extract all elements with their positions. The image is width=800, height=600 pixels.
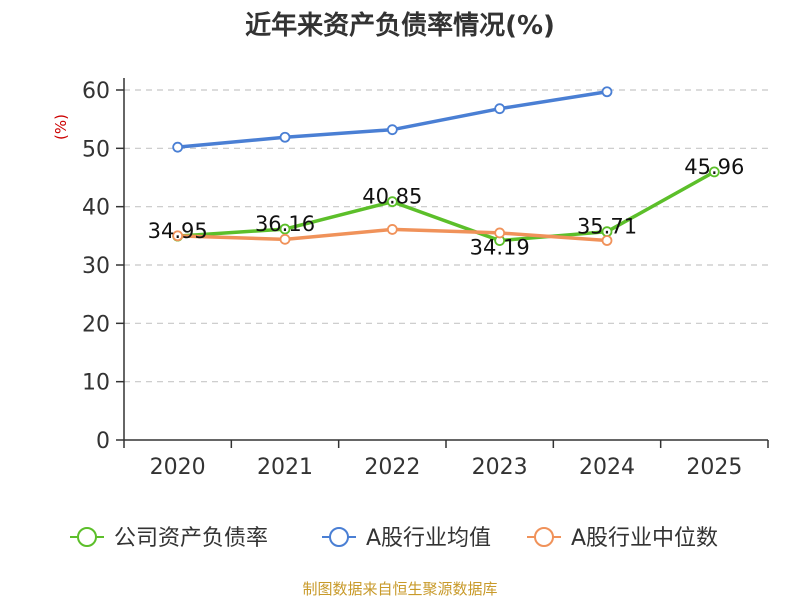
series-line-1: [175, 90, 609, 149]
chart-title: 近年来资产负债率情况(%): [245, 10, 555, 41]
x-tick-label: 2023: [472, 455, 528, 480]
series-point-2[interactable]: [601, 235, 613, 246]
legend-label: 公司资产负债率: [114, 526, 268, 551]
legend-marker-icon: [329, 527, 349, 547]
legend-item-0[interactable]: 公司资产负债率: [70, 526, 268, 551]
data-label: 35.71: [577, 215, 637, 239]
y-tick-label: 60: [82, 79, 110, 104]
series-point-2[interactable]: [494, 227, 506, 239]
axes: 0 10 20 30 40 50 60 2020 2021 2022 2023 2024 2025: [82, 78, 769, 480]
x-tick-label: 2022: [364, 455, 420, 480]
legend[interactable]: 公司资产负债率 A股行业均值 A股行业中位数: [70, 526, 718, 551]
y-tick-label: 40: [82, 196, 110, 221]
series-point-0[interactable]: [386, 196, 398, 208]
series-point-1[interactable]: [279, 131, 291, 143]
legend-label: A股行业中位数: [571, 526, 718, 551]
y-tick-label: 0: [96, 429, 110, 454]
source-note: 制图数据来自恒生聚源数据库: [302, 580, 497, 598]
series-point-1[interactable]: [172, 141, 184, 153]
series-point-1[interactable]: [601, 86, 613, 98]
data-labels: 34.95 36.16 40.85 34.19 35.71 45.96: [148, 155, 745, 260]
y-tick-label: 20: [82, 312, 110, 337]
legend-item-2[interactable]: A股行业中位数: [527, 526, 718, 551]
x-tick-label: 2024: [579, 455, 635, 480]
data-label: 34.95: [148, 219, 208, 243]
y-tick-label: 30: [82, 254, 110, 279]
y-tick-label: 50: [82, 137, 110, 162]
series-point-0[interactable]: [708, 166, 720, 178]
series-point-2[interactable]: [172, 230, 184, 242]
x-tick-label: 2020: [150, 455, 206, 480]
series-point-1[interactable]: [386, 124, 398, 136]
data-label: 40.85: [362, 185, 422, 209]
series-point-1[interactable]: [494, 103, 506, 115]
data-label: 45.96: [684, 155, 744, 179]
y-tick-label: 10: [82, 371, 110, 396]
grid-lines: [124, 89, 768, 383]
y-axis-label: (%): [52, 114, 70, 140]
data-label: 36.16: [255, 212, 315, 236]
legend-label: A股行业均值: [366, 526, 491, 551]
data-label: 34.19: [470, 236, 530, 260]
series-point-2[interactable]: [279, 233, 291, 245]
series-point-2[interactable]: [386, 224, 398, 235]
series-lines: [172, 86, 720, 246]
series-line-0: [175, 170, 717, 243]
x-tick-label: 2021: [257, 455, 313, 480]
legend-marker-icon: [77, 527, 97, 547]
legend-marker-icon: [534, 527, 554, 547]
x-tick-label: 2025: [686, 455, 742, 480]
series-point-0[interactable]: [279, 223, 291, 235]
legend-item-1[interactable]: A股行业均值: [322, 526, 491, 551]
